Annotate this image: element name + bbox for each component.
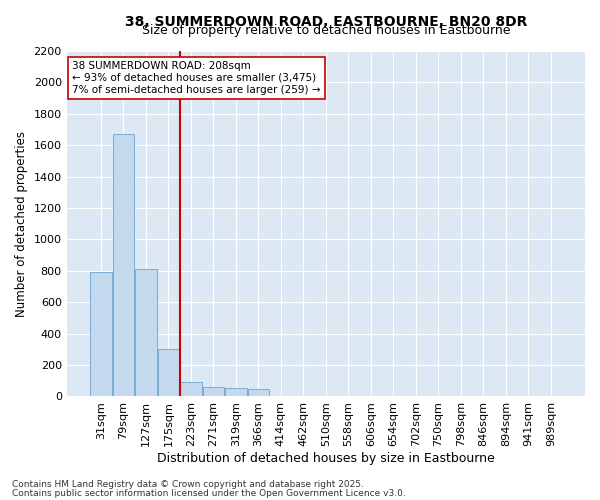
Text: Size of property relative to detached houses in Eastbourne: Size of property relative to detached ho… <box>142 24 510 37</box>
Bar <box>248 388 269 396</box>
Bar <box>113 134 134 396</box>
Bar <box>225 388 247 396</box>
Y-axis label: Number of detached properties: Number of detached properties <box>15 130 28 316</box>
Bar <box>180 382 202 396</box>
Bar <box>90 272 112 396</box>
Text: Contains public sector information licensed under the Open Government Licence v3: Contains public sector information licen… <box>12 489 406 498</box>
Bar <box>135 270 157 396</box>
X-axis label: Distribution of detached houses by size in Eastbourne: Distribution of detached houses by size … <box>157 452 495 465</box>
Text: Contains HM Land Registry data © Crown copyright and database right 2025.: Contains HM Land Registry data © Crown c… <box>12 480 364 489</box>
Bar <box>203 387 224 396</box>
Title: 38, SUMMERDOWN ROAD, EASTBOURNE, BN20 8DR: 38, SUMMERDOWN ROAD, EASTBOURNE, BN20 8D… <box>125 15 527 29</box>
Bar <box>158 350 179 397</box>
Text: 38 SUMMERDOWN ROAD: 208sqm
← 93% of detached houses are smaller (3,475)
7% of se: 38 SUMMERDOWN ROAD: 208sqm ← 93% of deta… <box>72 62 320 94</box>
